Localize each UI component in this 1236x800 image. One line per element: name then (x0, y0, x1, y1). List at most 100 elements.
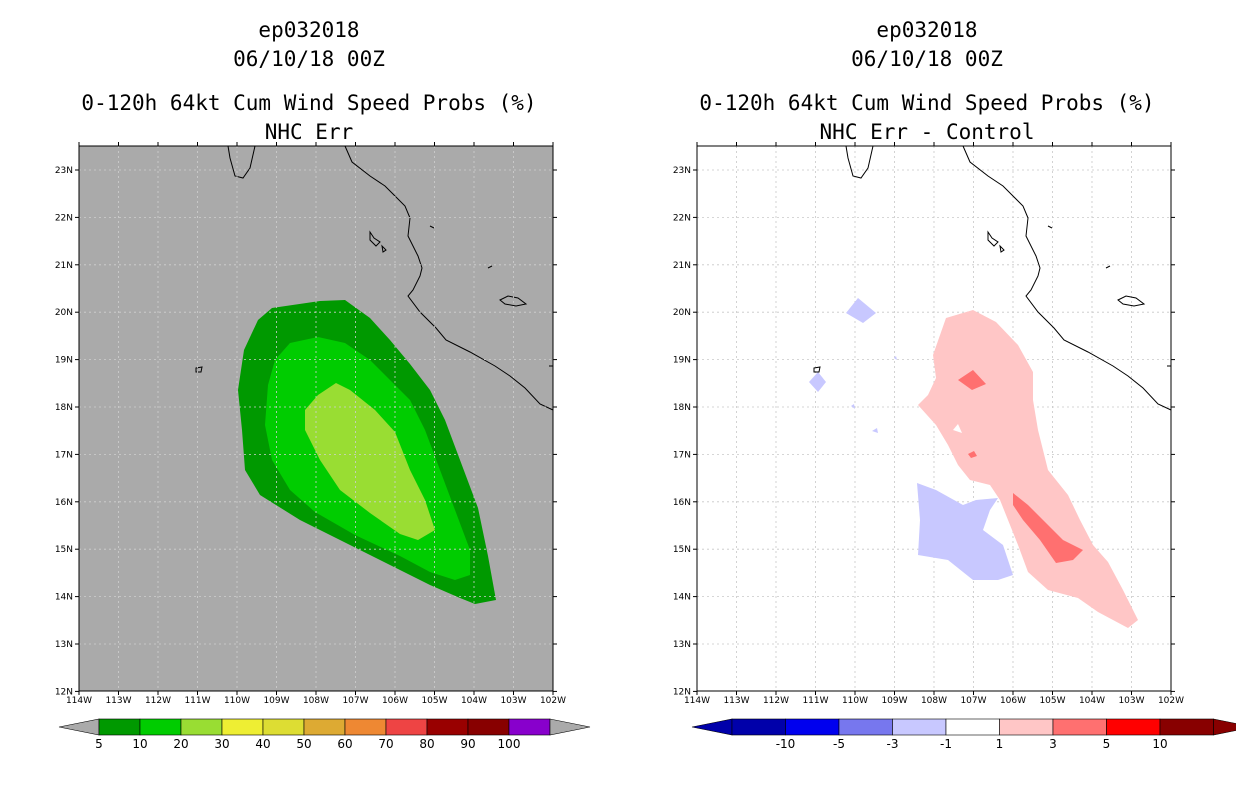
colorbar-label: 10 (1152, 737, 1167, 751)
lat-label: 23N (673, 166, 691, 176)
colorbar-box (785, 718, 840, 736)
colorbar-label: 30 (214, 737, 229, 751)
colorbar-box (1106, 718, 1161, 736)
storm-id-title: ep032018 (876, 18, 978, 42)
diff-neg-1-contour (894, 356, 897, 360)
colorbar-label: 80 (419, 737, 434, 751)
colorbar-label: 40 (255, 737, 270, 751)
product-title: 0-120h 64kt Cum Wind Speed Probs (%) (81, 91, 537, 115)
colorbar-label: 1 (996, 737, 1004, 751)
colorbar-box (426, 718, 469, 736)
lat-label: 20N (55, 308, 73, 318)
diff-pos-3-contour (968, 451, 977, 458)
lon-label: 111W (802, 696, 828, 706)
lon-label: 109W (263, 696, 289, 706)
colorbar-box (303, 718, 346, 736)
colorbar-box (999, 718, 1054, 736)
colorbar-arrow-right (549, 718, 591, 736)
product-title: 0-120h 64kt Cum Wind Speed Probs (%) (699, 91, 1155, 115)
lon-label: 109W (881, 696, 907, 706)
difference-contours (809, 298, 1138, 628)
lon-label: 106W (1000, 696, 1026, 706)
storm-id-title: ep032018 (258, 18, 360, 42)
lat-label: 21N (673, 261, 691, 271)
lon-label: 105W (1039, 696, 1065, 706)
lon-label: 103W (1118, 696, 1144, 706)
colorbar-box (180, 718, 223, 736)
colorbar-arrow-right (1213, 718, 1236, 736)
colorbar-label: -3 (887, 737, 899, 751)
colorbar-box (385, 718, 428, 736)
colorbar-box (98, 718, 141, 736)
colorbar-box (344, 718, 387, 736)
lat-label: 16N (673, 498, 691, 508)
lon-label: 108W (303, 696, 329, 706)
lon-label: 105W (421, 696, 447, 706)
datetime-title: 06/10/18 00Z (851, 47, 1003, 71)
colorbar-label: 70 (378, 737, 393, 751)
colorbar-label: 5 (1103, 737, 1111, 751)
datetime-title: 06/10/18 00Z (233, 47, 385, 71)
lat-label: 18N (673, 403, 691, 413)
graticule (79, 146, 553, 691)
prob-20-contour (305, 383, 435, 540)
lon-label: 106W (382, 696, 408, 706)
colorbar-box (262, 718, 305, 736)
colorbar-box (945, 718, 1000, 736)
lat-label: 20N (673, 308, 691, 318)
lon-label: 110W (224, 696, 250, 706)
colorbar-arrow-left (691, 718, 733, 736)
colorbar-label: 60 (337, 737, 352, 751)
axis-ticks: 23N 22N 21N 20N 19N 18N 17N 16N 15N 14N 13N 12N114W… (55, 142, 566, 706)
lon-label: 110W (842, 696, 868, 706)
lon-label: 102W (540, 696, 566, 706)
lat-label: 22N (673, 213, 691, 223)
diff-neg-1-contour (917, 483, 1013, 580)
colorbar-label: 50 (296, 737, 311, 751)
colorbar-label: -1 (940, 737, 952, 751)
diff-neg-1-contour (851, 404, 855, 409)
colorbar-box (221, 718, 264, 736)
colorbar-box (838, 718, 893, 736)
colorbar-arrow-left (58, 718, 100, 736)
panel-nhc-err-minus-control: ep032018 06/10/18 00Z 0-120h 64kt Cum Wi… (618, 0, 1236, 800)
lat-label: 15N (673, 545, 691, 555)
lon-label: 108W (921, 696, 947, 706)
lat-label: 17N (55, 450, 73, 460)
subtitle: NHC Err (264, 120, 354, 144)
colorbar-box (467, 718, 510, 736)
lat-label: 13N (55, 640, 73, 650)
diff-white-spot (953, 424, 962, 433)
lat-label: 15N (55, 545, 73, 555)
diff-pos-3-contour (1013, 493, 1083, 563)
lon-label: 111W (184, 696, 210, 706)
lon-label: 104W (461, 696, 487, 706)
colorbar-label: -10 (776, 737, 796, 751)
lat-label: 23N (55, 166, 73, 176)
lon-label: 112W (763, 696, 789, 706)
lat-label: 16N (55, 498, 73, 508)
colorbar-box (508, 718, 551, 736)
map-nhc-err: 23N 22N 21N 20N 19N 18N 17N 16N 15N 14N 13N 12N114W… (55, 142, 591, 751)
colorbar-box (1159, 718, 1214, 736)
lat-label: 21N (55, 261, 73, 271)
lat-label: 22N (55, 213, 73, 223)
lon-label: 113W (105, 696, 131, 706)
colorbar-box (1052, 718, 1107, 736)
coastline (813, 145, 1172, 411)
colorbar: 5 10 20 30 40 50 60 70 80 90 100 (58, 718, 591, 751)
lon-label: 107W (960, 696, 986, 706)
lat-label: 19N (673, 356, 691, 366)
lat-label: 17N (673, 450, 691, 460)
colorbar-box (731, 718, 786, 736)
lon-label: 104W (1079, 696, 1105, 706)
lat-label: 18N (55, 403, 73, 413)
colorbar-label: 3 (1049, 737, 1057, 751)
diff-neg-1-contour (846, 298, 876, 323)
lat-label: 19N (55, 356, 73, 366)
lon-label: 113W (723, 696, 749, 706)
subtitle: NHC Err - Control (819, 120, 1035, 144)
colorbar-label: 10 (132, 737, 147, 751)
lat-label: 13N (673, 640, 691, 650)
colorbar-label: 20 (173, 737, 188, 751)
